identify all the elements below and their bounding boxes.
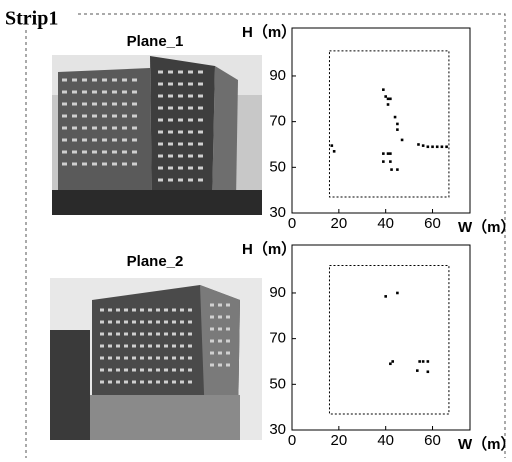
x-tick-label: 20 <box>330 432 347 449</box>
x-axis-label: W（m） <box>458 435 512 453</box>
photo-building-1 <box>52 55 262 215</box>
strip-label: Strip1 <box>5 8 58 30</box>
region-box <box>329 51 448 197</box>
point <box>384 295 387 298</box>
point <box>396 128 399 131</box>
point <box>387 103 390 106</box>
point <box>389 160 392 163</box>
point <box>396 168 399 171</box>
y-axis-label: H（m） <box>242 240 296 258</box>
point <box>416 369 419 372</box>
point <box>389 98 392 101</box>
y-tick-label: 70 <box>269 113 286 130</box>
chart-title: Plane_1 <box>127 33 184 50</box>
figure: Strip1 Plane_1 H（m） W（m） 0 20 40 60 30 50 70 90 Pla… <box>0 0 512 462</box>
x-tick-label: 20 <box>330 215 347 232</box>
y-tick-label: 50 <box>269 158 286 175</box>
x-tick-label: 40 <box>377 432 394 449</box>
point <box>391 360 394 363</box>
point <box>445 145 448 148</box>
x-tick-label: 0 <box>288 215 296 232</box>
y-tick-label: 90 <box>269 67 286 84</box>
point <box>396 123 399 126</box>
point <box>427 145 430 148</box>
point <box>436 145 439 148</box>
y-axis-label: H（m） <box>242 23 296 41</box>
point <box>427 360 430 363</box>
point <box>389 362 392 365</box>
x-tick-label: 60 <box>424 215 441 232</box>
point <box>382 152 385 155</box>
point <box>384 95 387 98</box>
chart-title: Plane_2 <box>127 253 184 270</box>
point <box>333 150 336 153</box>
region-box <box>329 266 448 414</box>
x-axis-label: W（m） <box>458 218 512 236</box>
point <box>387 98 390 101</box>
y-tick-label: 70 <box>269 330 286 347</box>
x-tick-label: 40 <box>377 215 394 232</box>
x-tick-label: 0 <box>288 432 296 449</box>
point <box>441 145 444 148</box>
y-tick-label: 30 <box>269 204 286 221</box>
photo-building-2 <box>50 278 262 440</box>
point <box>387 152 390 155</box>
point <box>422 360 425 363</box>
y-tick-label: 50 <box>269 375 286 392</box>
point <box>418 360 421 363</box>
point <box>396 292 399 295</box>
plot-frame <box>292 245 470 430</box>
point <box>389 152 392 155</box>
x-tick-label: 60 <box>424 432 441 449</box>
plot-frame <box>292 28 470 213</box>
y-tick-label: 90 <box>269 284 286 301</box>
point <box>331 144 334 147</box>
point <box>394 116 397 119</box>
point <box>422 144 425 147</box>
point <box>390 168 393 171</box>
point <box>417 143 420 146</box>
point <box>427 370 430 373</box>
point <box>401 139 404 142</box>
point <box>382 88 385 91</box>
point <box>382 160 385 163</box>
y-tick-label: 30 <box>269 421 286 438</box>
point <box>431 145 434 148</box>
